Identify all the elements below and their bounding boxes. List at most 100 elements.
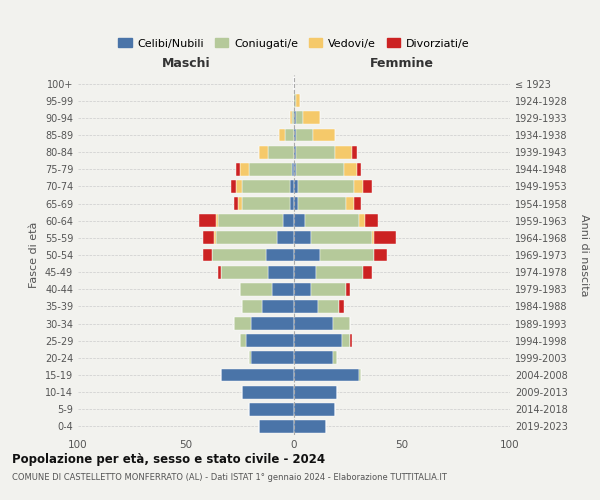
- Bar: [294, 197, 298, 210]
- Bar: [296, 163, 344, 175]
- Bar: [203, 232, 214, 244]
- Bar: [216, 214, 218, 227]
- Bar: [359, 368, 361, 382]
- Bar: [352, 146, 356, 158]
- Bar: [279, 128, 286, 141]
- Bar: [374, 232, 395, 244]
- Bar: [298, 197, 346, 210]
- Bar: [294, 386, 337, 398]
- Bar: [233, 197, 238, 210]
- Bar: [294, 163, 296, 175]
- Bar: [333, 317, 350, 330]
- Y-axis label: Anni di nascita: Anni di nascita: [578, 214, 589, 296]
- Bar: [294, 232, 311, 244]
- Bar: [221, 266, 268, 278]
- Bar: [316, 266, 363, 278]
- Bar: [216, 232, 277, 244]
- Bar: [277, 232, 294, 244]
- Bar: [355, 180, 363, 193]
- Bar: [294, 283, 311, 296]
- Bar: [294, 266, 316, 278]
- Bar: [266, 248, 294, 262]
- Bar: [290, 180, 294, 193]
- Bar: [294, 146, 296, 158]
- Bar: [294, 128, 296, 141]
- Bar: [242, 300, 262, 313]
- Bar: [294, 403, 335, 415]
- Bar: [355, 197, 361, 210]
- Bar: [311, 232, 372, 244]
- Bar: [294, 180, 298, 193]
- Bar: [251, 352, 294, 364]
- Bar: [248, 163, 292, 175]
- Bar: [365, 214, 378, 227]
- Bar: [262, 300, 294, 313]
- Bar: [294, 94, 296, 107]
- Bar: [296, 94, 301, 107]
- Bar: [296, 146, 335, 158]
- Bar: [313, 128, 335, 141]
- Bar: [251, 317, 294, 330]
- Bar: [302, 112, 320, 124]
- Bar: [294, 352, 333, 364]
- Bar: [242, 197, 290, 210]
- Bar: [236, 163, 240, 175]
- Bar: [259, 420, 294, 433]
- Bar: [335, 146, 352, 158]
- Bar: [346, 197, 355, 210]
- Bar: [318, 300, 340, 313]
- Text: Maschi: Maschi: [161, 57, 211, 70]
- Bar: [199, 214, 216, 227]
- Bar: [232, 180, 236, 193]
- Bar: [294, 214, 305, 227]
- Bar: [294, 368, 359, 382]
- Bar: [272, 283, 294, 296]
- Bar: [356, 163, 361, 175]
- Bar: [363, 180, 372, 193]
- Bar: [242, 180, 290, 193]
- Bar: [248, 403, 294, 415]
- Bar: [350, 334, 352, 347]
- Bar: [212, 248, 266, 262]
- Bar: [292, 163, 294, 175]
- Bar: [344, 163, 356, 175]
- Bar: [298, 180, 355, 193]
- Bar: [259, 146, 268, 158]
- Bar: [240, 334, 247, 347]
- Bar: [294, 317, 333, 330]
- Bar: [294, 334, 341, 347]
- Bar: [218, 214, 283, 227]
- Bar: [374, 248, 387, 262]
- Bar: [286, 128, 294, 141]
- Bar: [372, 232, 374, 244]
- Bar: [203, 248, 212, 262]
- Bar: [294, 112, 296, 124]
- Bar: [247, 334, 294, 347]
- Bar: [333, 352, 337, 364]
- Bar: [268, 266, 294, 278]
- Y-axis label: Fasce di età: Fasce di età: [29, 222, 39, 288]
- Bar: [283, 214, 294, 227]
- Bar: [238, 197, 242, 210]
- Bar: [294, 300, 318, 313]
- Bar: [292, 112, 294, 124]
- Bar: [305, 214, 359, 227]
- Bar: [268, 146, 294, 158]
- Bar: [320, 248, 374, 262]
- Bar: [290, 197, 294, 210]
- Bar: [296, 128, 313, 141]
- Bar: [294, 248, 320, 262]
- Bar: [296, 112, 302, 124]
- Bar: [341, 334, 350, 347]
- Bar: [236, 180, 242, 193]
- Bar: [240, 283, 272, 296]
- Bar: [346, 283, 350, 296]
- Bar: [294, 420, 326, 433]
- Text: Popolazione per età, sesso e stato civile - 2024: Popolazione per età, sesso e stato civil…: [12, 452, 325, 466]
- Bar: [242, 386, 294, 398]
- Bar: [363, 266, 372, 278]
- Text: Femmine: Femmine: [370, 57, 434, 70]
- Bar: [290, 112, 292, 124]
- Bar: [233, 317, 251, 330]
- Bar: [340, 300, 344, 313]
